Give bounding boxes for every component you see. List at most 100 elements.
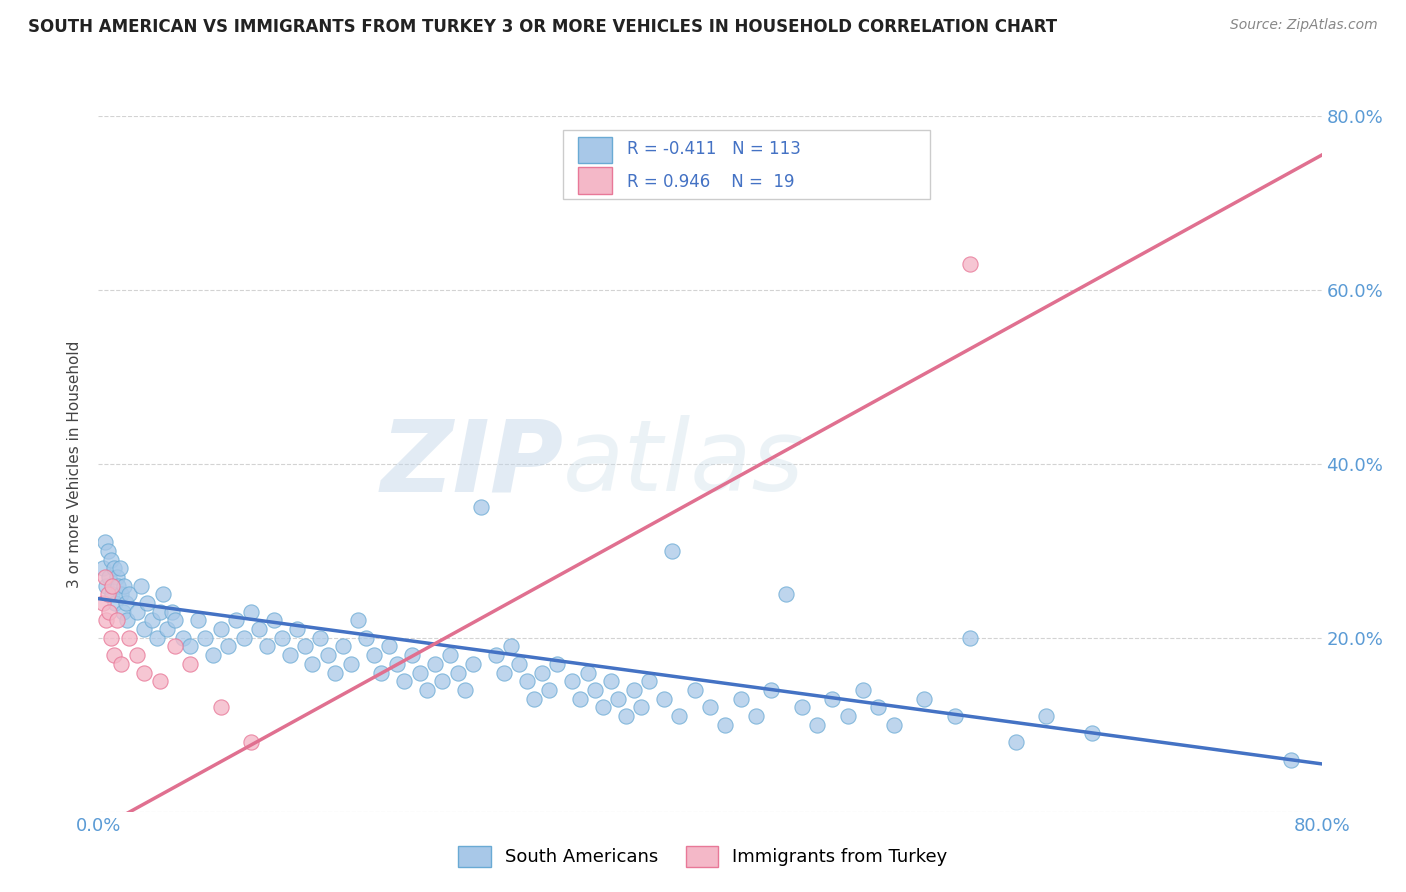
Point bbox=[108, 561, 131, 575]
Point bbox=[98, 605, 121, 619]
Point bbox=[439, 648, 461, 662]
Point bbox=[401, 648, 423, 662]
Point bbox=[637, 674, 661, 689]
Point bbox=[790, 700, 813, 714]
Legend: South Americans, Immigrants from Turkey: South Americans, Immigrants from Turkey bbox=[451, 838, 955, 874]
Text: atlas: atlas bbox=[564, 416, 804, 512]
Point bbox=[1035, 709, 1057, 723]
Point bbox=[141, 614, 163, 628]
Point bbox=[485, 648, 508, 662]
Point bbox=[316, 648, 339, 662]
Point bbox=[569, 691, 592, 706]
Point bbox=[325, 665, 347, 680]
Point bbox=[561, 674, 583, 689]
Point bbox=[576, 665, 599, 680]
Point bbox=[614, 709, 637, 723]
Point bbox=[294, 640, 316, 654]
Point bbox=[172, 631, 194, 645]
Point bbox=[363, 648, 385, 662]
Point bbox=[98, 570, 121, 584]
Text: ZIP: ZIP bbox=[380, 416, 564, 512]
Point bbox=[408, 665, 430, 680]
Bar bbox=[578, 168, 612, 194]
Point bbox=[959, 257, 981, 271]
Point bbox=[209, 622, 232, 636]
Point bbox=[508, 657, 530, 671]
Point bbox=[97, 543, 120, 558]
Point bbox=[1081, 726, 1104, 740]
Point bbox=[530, 665, 553, 680]
Point bbox=[179, 657, 201, 671]
Point bbox=[278, 648, 301, 662]
Point bbox=[156, 622, 179, 636]
Point bbox=[194, 631, 217, 645]
Point bbox=[129, 578, 152, 592]
Point bbox=[821, 691, 844, 706]
Y-axis label: 3 or more Vehicles in Household: 3 or more Vehicles in Household bbox=[67, 340, 83, 588]
Point bbox=[118, 631, 141, 645]
Text: Source: ZipAtlas.com: Source: ZipAtlas.com bbox=[1230, 18, 1378, 32]
Point bbox=[100, 552, 122, 566]
Point bbox=[730, 691, 752, 706]
Point bbox=[136, 596, 159, 610]
Point bbox=[599, 674, 621, 689]
Point bbox=[105, 614, 128, 628]
Point bbox=[187, 614, 209, 628]
Point bbox=[630, 700, 652, 714]
Point bbox=[263, 614, 285, 628]
Point bbox=[149, 674, 172, 689]
Point bbox=[699, 700, 721, 714]
Point bbox=[240, 605, 263, 619]
Point bbox=[93, 570, 115, 584]
Text: R = -0.411   N = 113: R = -0.411 N = 113 bbox=[627, 140, 801, 159]
Point bbox=[118, 587, 141, 601]
Point bbox=[470, 500, 492, 515]
Point bbox=[247, 622, 270, 636]
Point bbox=[354, 631, 377, 645]
Point bbox=[134, 622, 156, 636]
Point bbox=[115, 596, 138, 610]
Point bbox=[93, 535, 115, 549]
Point bbox=[117, 614, 139, 628]
Point bbox=[868, 700, 890, 714]
Point bbox=[1004, 735, 1026, 749]
Point bbox=[163, 614, 186, 628]
Point bbox=[209, 700, 232, 714]
Point bbox=[592, 700, 614, 714]
Point bbox=[101, 587, 124, 601]
Point bbox=[745, 709, 768, 723]
Point bbox=[97, 587, 120, 601]
Point bbox=[152, 587, 174, 601]
Point bbox=[163, 640, 186, 654]
Point bbox=[432, 674, 454, 689]
Point bbox=[806, 717, 828, 731]
Point bbox=[149, 605, 172, 619]
Point bbox=[332, 640, 354, 654]
Point bbox=[623, 683, 645, 698]
Point bbox=[385, 657, 408, 671]
Point bbox=[423, 657, 446, 671]
Point bbox=[107, 578, 129, 592]
Point bbox=[309, 631, 332, 645]
Point bbox=[103, 648, 125, 662]
Point bbox=[538, 683, 561, 698]
Point bbox=[134, 665, 156, 680]
Point bbox=[378, 640, 401, 654]
Point bbox=[101, 578, 124, 592]
Point bbox=[94, 614, 117, 628]
Point bbox=[160, 605, 183, 619]
Point bbox=[270, 631, 292, 645]
Point bbox=[232, 631, 254, 645]
Point bbox=[110, 657, 132, 671]
Text: SOUTH AMERICAN VS IMMIGRANTS FROM TURKEY 3 OR MORE VEHICLES IN HOUSEHOLD CORRELA: SOUTH AMERICAN VS IMMIGRANTS FROM TURKEY… bbox=[28, 18, 1057, 36]
Point bbox=[523, 691, 546, 706]
Point bbox=[110, 587, 132, 601]
Point bbox=[912, 691, 935, 706]
FancyBboxPatch shape bbox=[564, 130, 931, 200]
Point bbox=[100, 631, 122, 645]
Point bbox=[661, 543, 683, 558]
Point bbox=[217, 640, 239, 654]
Point bbox=[240, 735, 263, 749]
Point bbox=[91, 561, 114, 575]
Point bbox=[111, 605, 134, 619]
